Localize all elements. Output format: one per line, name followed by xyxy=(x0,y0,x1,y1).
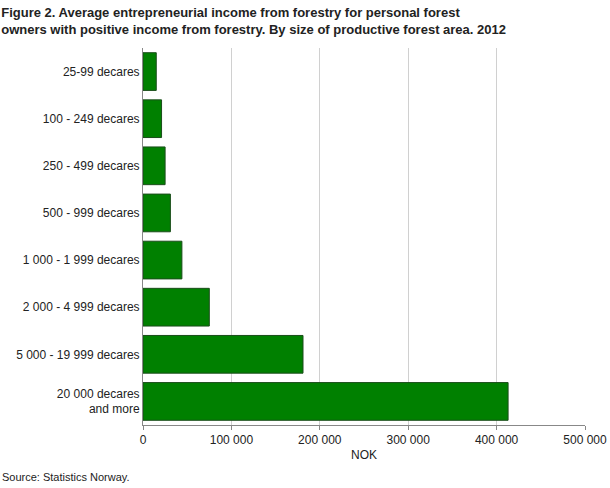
svg-text:100 - 249 decares: 100 - 249 decares xyxy=(43,112,140,126)
svg-text:500 000: 500 000 xyxy=(563,433,607,447)
svg-text:0: 0 xyxy=(140,433,147,447)
svg-text:100 000: 100 000 xyxy=(210,433,254,447)
svg-text:Source: Statistics Norway.: Source: Statistics Norway. xyxy=(2,471,130,483)
svg-text:2 000 - 4 999 decares: 2 000 - 4 999 decares xyxy=(23,300,140,314)
svg-text:5 000 - 19 999 decares: 5 000 - 19 999 decares xyxy=(16,348,139,362)
svg-text:1 000 - 1 999 decares: 1 000 - 1 999 decares xyxy=(23,253,140,267)
svg-text:NOK: NOK xyxy=(351,448,377,462)
svg-text:200 000: 200 000 xyxy=(298,433,342,447)
svg-text:20 000 decaresand more: 20 000 decaresand more xyxy=(57,387,140,417)
svg-text:400 000: 400 000 xyxy=(475,433,519,447)
svg-text:Figure 2. Average entrepreneur: Figure 2. Average entrepreneurial income… xyxy=(1,5,506,37)
svg-text:250 - 499 decares: 250 - 499 decares xyxy=(43,159,140,173)
svg-text:300 000: 300 000 xyxy=(387,433,431,447)
svg-text:25-99 decares: 25-99 decares xyxy=(63,65,140,79)
svg-text:500 - 999 decares: 500 - 999 decares xyxy=(43,206,140,220)
